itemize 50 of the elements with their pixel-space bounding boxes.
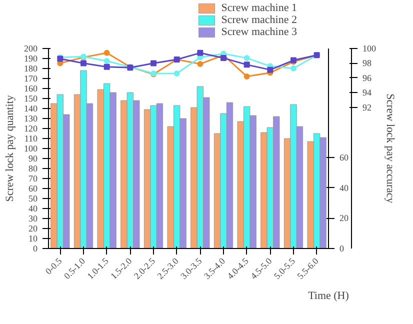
point — [104, 50, 110, 56]
y2-tick-label: 92 — [362, 102, 372, 112]
point — [290, 65, 296, 72]
point — [150, 60, 156, 66]
point — [104, 58, 110, 64]
y3-tick-label: 0 — [340, 244, 344, 254]
point — [80, 60, 86, 66]
point — [244, 62, 250, 68]
y2-axis-title: Screw lock pay accuracy — [384, 94, 396, 204]
y3-tick-label: 40 — [340, 182, 349, 193]
y-tick-label: 150 — [24, 94, 38, 104]
y-tick-label: 60 — [28, 184, 38, 194]
y2-tick-label: 94 — [362, 88, 372, 98]
point — [244, 73, 250, 80]
y-tick-label: 20 — [28, 224, 38, 234]
y3-tick-label: 20 — [340, 213, 349, 224]
x-axis-title: Time (H) — [308, 290, 350, 302]
y-tick-label: 70 — [28, 174, 38, 184]
point — [267, 66, 274, 73]
y-tick-label: 130 — [24, 114, 38, 124]
y-tick-label: 170 — [24, 74, 38, 84]
y2-tick-label: 98 — [362, 58, 372, 68]
y-tick-label: 10 — [28, 234, 38, 244]
y-tick-label: 0 — [33, 244, 38, 254]
y-tick-label: 40 — [28, 204, 38, 214]
point — [104, 64, 110, 70]
y2-tick-label: 100 — [362, 44, 376, 54]
y-tick-label: 50 — [28, 194, 38, 204]
y-tick-label: 200 — [24, 44, 38, 54]
y-tick-label: 110 — [24, 134, 38, 144]
legend-label: Screw machine 2 — [221, 14, 297, 26]
y-tick-label: 100 — [24, 144, 38, 154]
y-tick-label: 180 — [24, 64, 38, 74]
point — [197, 60, 204, 67]
y-tick-label: 120 — [24, 124, 38, 134]
y-tick-label: 190 — [24, 54, 38, 64]
point — [174, 70, 180, 76]
legend-label: Screw machine 3 — [221, 26, 297, 38]
y-axis-title: Screw lock pay quantity — [4, 94, 16, 202]
y-tick-label: 30 — [28, 214, 38, 224]
point — [197, 50, 204, 56]
y-tick-label: 160 — [24, 84, 38, 94]
point — [220, 55, 226, 62]
y2-tick-label: 96 — [362, 72, 372, 83]
point — [244, 55, 250, 62]
legend-label: Screw machine 1 — [221, 2, 297, 14]
y3-tick-label: 60 — [340, 152, 349, 163]
y-tick-label: 90 — [28, 154, 38, 164]
y-tick-label: 80 — [28, 164, 38, 174]
y-tick-label: 140 — [24, 104, 38, 114]
